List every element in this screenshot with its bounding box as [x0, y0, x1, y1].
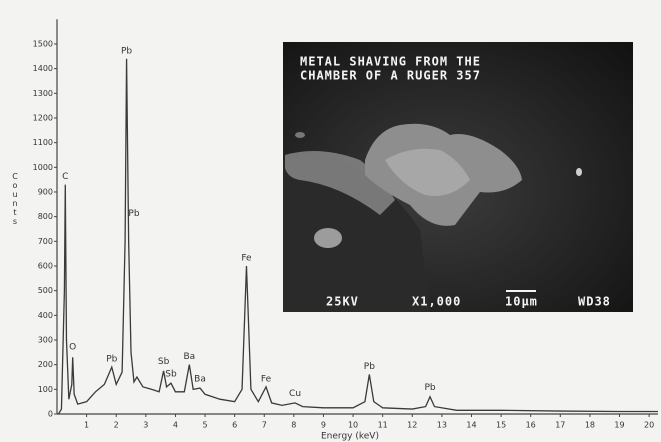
y-tick-label: 700: [38, 237, 53, 246]
y-tick-label: 400: [38, 311, 53, 320]
x-tick-label: 4: [173, 421, 178, 430]
peak-label: Pb: [424, 383, 435, 393]
x-tick-label: 17: [555, 421, 565, 430]
x-tick-label: 1: [84, 421, 89, 430]
peak-label: Pb: [364, 362, 375, 372]
peak-label: Ba: [183, 352, 195, 362]
x-tick-label: 20: [644, 421, 654, 430]
inset-image: METAL SHAVING FROM THE CHAMBER OF A RUGE…: [283, 42, 633, 312]
inset-footer: 10µm: [505, 295, 538, 309]
x-tick-label: 19: [614, 421, 624, 430]
y-tick-label: 1300: [33, 89, 53, 98]
y-tick-label: 500: [38, 286, 53, 295]
inset-footer: X1,000: [412, 295, 461, 309]
inset-caption: CHAMBER OF A RUGER 357: [300, 69, 481, 83]
x-tick-label: 5: [202, 421, 207, 430]
y-tick-label: 1400: [33, 64, 53, 73]
y-axis-label: Counts: [11, 172, 20, 226]
x-tick-label: 2: [114, 421, 119, 430]
x-tick-label: 15: [496, 421, 506, 430]
x-tick-label: 16: [526, 421, 536, 430]
x-tick-label: 10: [348, 421, 358, 430]
peak-label: C: [62, 172, 68, 182]
x-tick-label: 9: [321, 421, 326, 430]
x-tick-label: 14: [466, 421, 476, 430]
inset-footer: 25KV: [326, 295, 359, 309]
inset-caption: METAL SHAVING FROM THE: [300, 55, 481, 69]
y-tick-label: 800: [38, 212, 53, 221]
inset-footer: WD38: [578, 295, 611, 309]
y-tick-label: 200: [38, 360, 53, 369]
peak-label: Fe: [261, 374, 272, 384]
x-tick-label: 8: [291, 421, 296, 430]
chart: METAL SHAVING FROM THE CHAMBER OF A RUGE…: [0, 0, 661, 442]
y-tick-label: 300: [38, 335, 53, 344]
x-tick-label: 6: [232, 421, 237, 430]
peak-label: Pb: [121, 46, 132, 56]
y-tick-label: 600: [38, 261, 53, 270]
peak-label: Sb: [165, 369, 177, 379]
y-tick-label: 1500: [33, 39, 53, 48]
peak-label: Ba: [194, 374, 206, 384]
peak-label: O: [69, 342, 76, 352]
x-tick-label: 11: [378, 421, 388, 430]
x-tick-label: 12: [407, 421, 417, 430]
y-tick-label: 1100: [33, 138, 53, 147]
peak-label: Sb: [158, 357, 170, 367]
x-axis-label: Energy (keV): [321, 432, 379, 442]
y-tick-label: 0: [48, 410, 53, 419]
peak-label: Fe: [241, 253, 252, 263]
y-tick-label: 1000: [33, 163, 53, 172]
peak-label: Pb: [106, 355, 117, 365]
x-tick-label: 18: [585, 421, 595, 430]
x-tick-label: 13: [437, 421, 447, 430]
y-tick-label: 100: [38, 385, 53, 394]
peak-label: Cu: [289, 389, 301, 399]
peak-label: Pb: [128, 209, 139, 219]
y-tick-label: 900: [38, 187, 53, 196]
y-tick-label: 1200: [33, 113, 53, 122]
x-tick-label: 7: [262, 421, 267, 430]
x-tick-label: 3: [143, 421, 148, 430]
